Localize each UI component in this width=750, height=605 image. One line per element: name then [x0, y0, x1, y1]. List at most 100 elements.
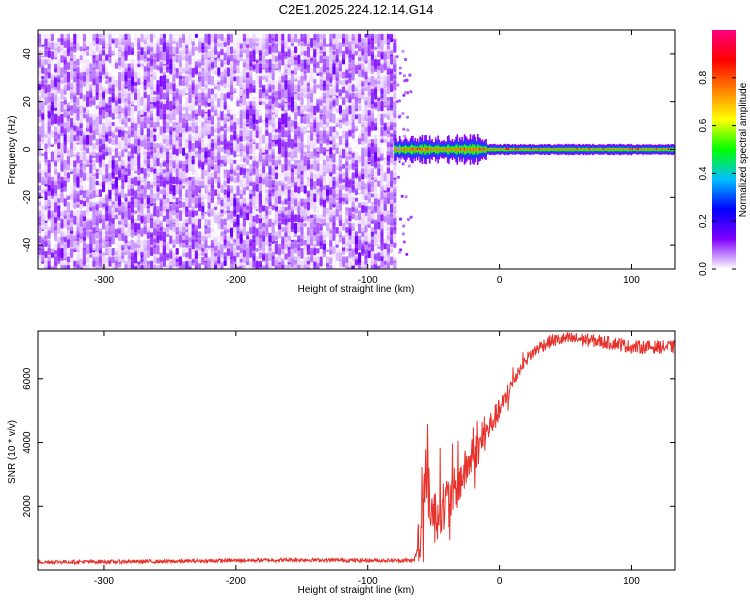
spectrogram-cell	[41, 155, 45, 167]
spectrogram-cell	[66, 176, 70, 183]
spectrogram-cell	[169, 109, 173, 120]
spectrogram-cell	[217, 264, 221, 269]
spectrogram-cell	[118, 227, 122, 234]
spectrogram-cell	[306, 134, 310, 144]
spectrogram-cell	[252, 84, 256, 93]
spectrogram-cell	[140, 155, 144, 164]
spectrogram-cell	[211, 269, 214, 279]
spectrogram-cell	[169, 134, 173, 145]
spectrogram-cell	[130, 126, 134, 138]
spectrogram-cell	[48, 269, 51, 278]
spectrogram-cell	[137, 96, 141, 107]
spectrogram-cell	[275, 269, 278, 276]
spectrogram-cell	[76, 109, 80, 121]
spectrogram-cell	[342, 206, 346, 212]
spectrogram-cell	[230, 33, 234, 43]
spectrogram-cell	[303, 134, 307, 146]
spectrogram-cell	[194, 210, 198, 216]
spectrogram-cell	[329, 96, 333, 104]
spectrogram-cell	[252, 130, 256, 139]
spectrogram-cell	[214, 256, 218, 263]
spectrogram-cell	[338, 214, 342, 221]
spectrogram-cell	[114, 147, 118, 158]
spectrogram-cell	[73, 134, 77, 142]
spectrogram-cell	[118, 33, 122, 40]
spectrogram-cell	[44, 185, 48, 192]
spectrogram-cell	[47, 180, 51, 192]
spectrogram-cell	[86, 189, 90, 197]
spectrogram-cell	[108, 147, 112, 154]
spectrogram-cell	[50, 151, 54, 162]
spectrogram-cell	[47, 264, 51, 269]
spectrogram-cell	[249, 248, 253, 258]
spectrogram-cell	[191, 84, 195, 90]
spectrogram-cell	[265, 269, 268, 277]
spectrogram-cell	[63, 105, 67, 117]
spectrogram-cell	[191, 176, 195, 187]
spectrogram-cell	[316, 206, 320, 216]
spectrogram-cell	[182, 218, 186, 227]
spectrogram-cell	[118, 269, 121, 275]
spectrogram-cell	[303, 151, 307, 156]
spectrogram-cell	[153, 248, 157, 255]
spectrogram-cell	[313, 180, 317, 190]
spectrogram-cell	[274, 172, 278, 180]
spectrogram-cell	[194, 33, 198, 38]
spectrogram-cell	[143, 96, 147, 108]
spectrogram-cell	[60, 269, 63, 274]
spectrogram-cell	[226, 256, 230, 261]
spectrogram-cell	[105, 172, 109, 179]
spectrogram-cell	[130, 42, 134, 48]
spectrogram-cell	[339, 269, 342, 280]
spectrogram-cell	[284, 130, 288, 138]
spectrogram-cell	[105, 42, 109, 50]
spectrogram-cell	[188, 33, 192, 45]
spectrogram-cell	[322, 180, 326, 186]
spectrogram-cell	[198, 269, 201, 276]
spectrogram-cell	[47, 38, 51, 48]
spectrogram-cell	[194, 214, 198, 226]
spectrogram-cell	[73, 231, 77, 240]
spectrogram-cell	[70, 172, 74, 179]
spectrogram-cell	[89, 210, 93, 220]
spectrogram-cell	[140, 138, 144, 147]
spectrogram-cell	[44, 59, 48, 65]
spectrogram-cell	[194, 42, 198, 47]
spectrogram-cell	[130, 172, 134, 179]
spectrogram-cell	[92, 201, 96, 211]
spectrogram-cell	[38, 269, 41, 280]
spectrogram-cell	[98, 201, 102, 209]
spectrogram-cell	[278, 75, 282, 83]
spectrogram-cell	[319, 54, 323, 64]
spectrogram-cell	[198, 210, 202, 218]
spectrogram-cell	[239, 67, 243, 72]
spectrogram-cell	[258, 176, 262, 184]
spectrogram-cell	[258, 54, 262, 61]
spectrogram-cell	[118, 71, 122, 82]
spectrogram-cell	[303, 50, 307, 56]
spectrogram-cell	[63, 54, 67, 65]
spectrogram-cell	[54, 113, 58, 124]
spectrogram-cell	[268, 59, 272, 70]
spectrogram-cell	[143, 46, 147, 52]
spectrogram-cell	[195, 269, 198, 275]
spectrogram-cell	[105, 92, 109, 104]
spectrogram-cell	[114, 214, 118, 220]
spectrogram-cell	[143, 134, 147, 144]
spectrogram-cell	[60, 67, 64, 78]
spectrogram-cell	[303, 126, 307, 134]
spectrogram-cell	[194, 105, 198, 115]
spectrogram-cell	[140, 235, 144, 241]
chart-title: C2E1.2025.224.12.14.G14	[279, 2, 434, 17]
spectrogram-cell	[60, 54, 64, 63]
spectrogram-cell	[246, 46, 250, 58]
spectrogram-cell	[108, 248, 112, 259]
spectrogram-cell	[127, 176, 131, 183]
spectrogram-cell	[166, 134, 170, 143]
spectrogram-cell	[281, 206, 285, 214]
spectrogram-cell	[143, 201, 147, 209]
spectrogram-cell	[233, 105, 237, 112]
spectrogram-cell	[159, 75, 163, 87]
spectrogram-cell	[185, 75, 189, 86]
spectrogram-cell	[214, 269, 217, 276]
